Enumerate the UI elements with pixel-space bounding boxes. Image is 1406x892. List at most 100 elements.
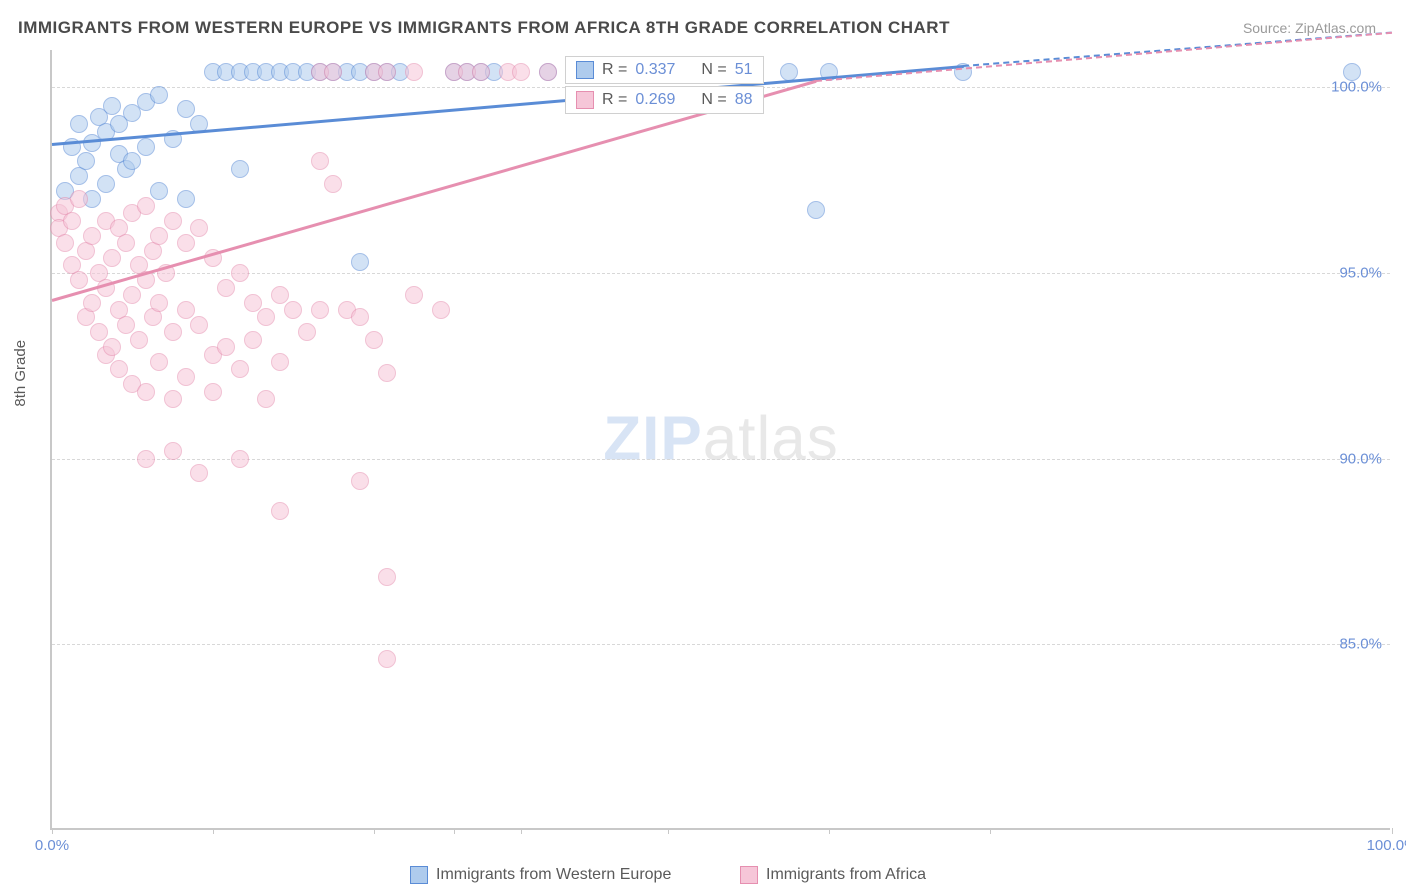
scatter-point	[512, 63, 530, 81]
scatter-point	[97, 175, 115, 193]
stats-box: R = 0.269 N = 88	[565, 86, 764, 114]
scatter-point	[177, 190, 195, 208]
scatter-point	[231, 264, 249, 282]
gridline	[52, 459, 1390, 460]
scatter-point	[130, 331, 148, 349]
trend-line	[816, 31, 1392, 81]
x-tick	[668, 828, 669, 834]
scatter-point	[164, 442, 182, 460]
n-label: N =	[701, 61, 726, 79]
r-value: 0.337	[635, 61, 675, 79]
scatter-point	[177, 234, 195, 252]
x-tick	[454, 828, 455, 834]
scatter-point	[117, 316, 135, 334]
scatter-point	[204, 383, 222, 401]
scatter-point	[311, 301, 329, 319]
scatter-point	[190, 219, 208, 237]
y-tick-label: 90.0%	[1339, 450, 1382, 467]
r-label: R =	[602, 61, 627, 79]
scatter-point	[271, 353, 289, 371]
scatter-point	[271, 502, 289, 520]
scatter-point	[231, 450, 249, 468]
scatter-point	[103, 249, 121, 267]
scatter-point	[123, 286, 141, 304]
scatter-point	[378, 568, 396, 586]
scatter-point	[405, 63, 423, 81]
scatter-point	[177, 301, 195, 319]
r-label: R =	[602, 91, 627, 109]
scatter-point	[378, 63, 396, 81]
x-tick	[1392, 828, 1393, 834]
scatter-point	[378, 364, 396, 382]
y-tick-label: 95.0%	[1339, 264, 1382, 281]
scatter-point	[231, 160, 249, 178]
scatter-point	[150, 182, 168, 200]
scatter-point	[807, 201, 825, 219]
r-value: 0.269	[635, 91, 675, 109]
x-tick	[521, 828, 522, 834]
scatter-point	[177, 368, 195, 386]
n-value: 88	[735, 91, 753, 109]
scatter-point	[257, 390, 275, 408]
scatter-point	[217, 279, 235, 297]
scatter-point	[472, 63, 490, 81]
x-tick	[990, 828, 991, 834]
y-tick-label: 85.0%	[1339, 636, 1382, 653]
scatter-point	[117, 234, 135, 252]
y-axis-title: 8th Grade	[12, 340, 29, 407]
scatter-point	[70, 271, 88, 289]
scatter-point	[164, 390, 182, 408]
scatter-point	[539, 63, 557, 81]
watermark: ZIPatlas	[603, 404, 838, 475]
scatter-point	[103, 97, 121, 115]
scatter-point	[177, 100, 195, 118]
scatter-point	[351, 253, 369, 271]
gridline	[52, 644, 1390, 645]
scatter-point	[103, 338, 121, 356]
legend-label: Immigrants from Western Europe	[436, 866, 671, 884]
legend-swatch	[576, 91, 594, 109]
legend-item: Immigrants from Africa	[740, 866, 926, 884]
scatter-point	[284, 301, 302, 319]
scatter-point	[90, 323, 108, 341]
scatter-point	[63, 212, 81, 230]
scatter-point	[351, 308, 369, 326]
stats-box: R =0.337N =51	[565, 56, 764, 84]
chart-title: IMMIGRANTS FROM WESTERN EUROPE VS IMMIGR…	[18, 18, 950, 38]
scatter-point	[83, 227, 101, 245]
watermark-bold: ZIP	[603, 405, 702, 474]
x-tick	[374, 828, 375, 834]
scatter-point	[137, 450, 155, 468]
scatter-point	[244, 294, 262, 312]
scatter-point	[137, 197, 155, 215]
watermark-light: atlas	[703, 405, 839, 474]
scatter-point	[1343, 63, 1361, 81]
scatter-point	[311, 152, 329, 170]
scatter-point	[231, 360, 249, 378]
scatter-point	[137, 138, 155, 156]
legend-swatch	[576, 61, 594, 79]
scatter-point	[190, 464, 208, 482]
scatter-point	[190, 316, 208, 334]
scatter-point	[56, 234, 74, 252]
x-tick	[52, 828, 53, 834]
scatter-point	[217, 338, 235, 356]
legend-label: Immigrants from Africa	[766, 866, 926, 884]
n-label: N =	[701, 91, 726, 109]
scatter-point	[164, 212, 182, 230]
scatter-point	[70, 115, 88, 133]
scatter-point	[324, 63, 342, 81]
scatter-point	[70, 190, 88, 208]
scatter-point	[378, 650, 396, 668]
x-tick-label: 0.0%	[35, 837, 69, 854]
scatter-point	[137, 383, 155, 401]
scatter-point	[123, 152, 141, 170]
scatter-point	[83, 294, 101, 312]
scatter-point	[257, 308, 275, 326]
scatter-point	[164, 323, 182, 341]
x-tick-label: 100.0%	[1367, 837, 1406, 854]
scatter-point	[77, 152, 95, 170]
scatter-point	[298, 323, 316, 341]
scatter-point	[271, 286, 289, 304]
legend-swatch	[740, 866, 758, 884]
